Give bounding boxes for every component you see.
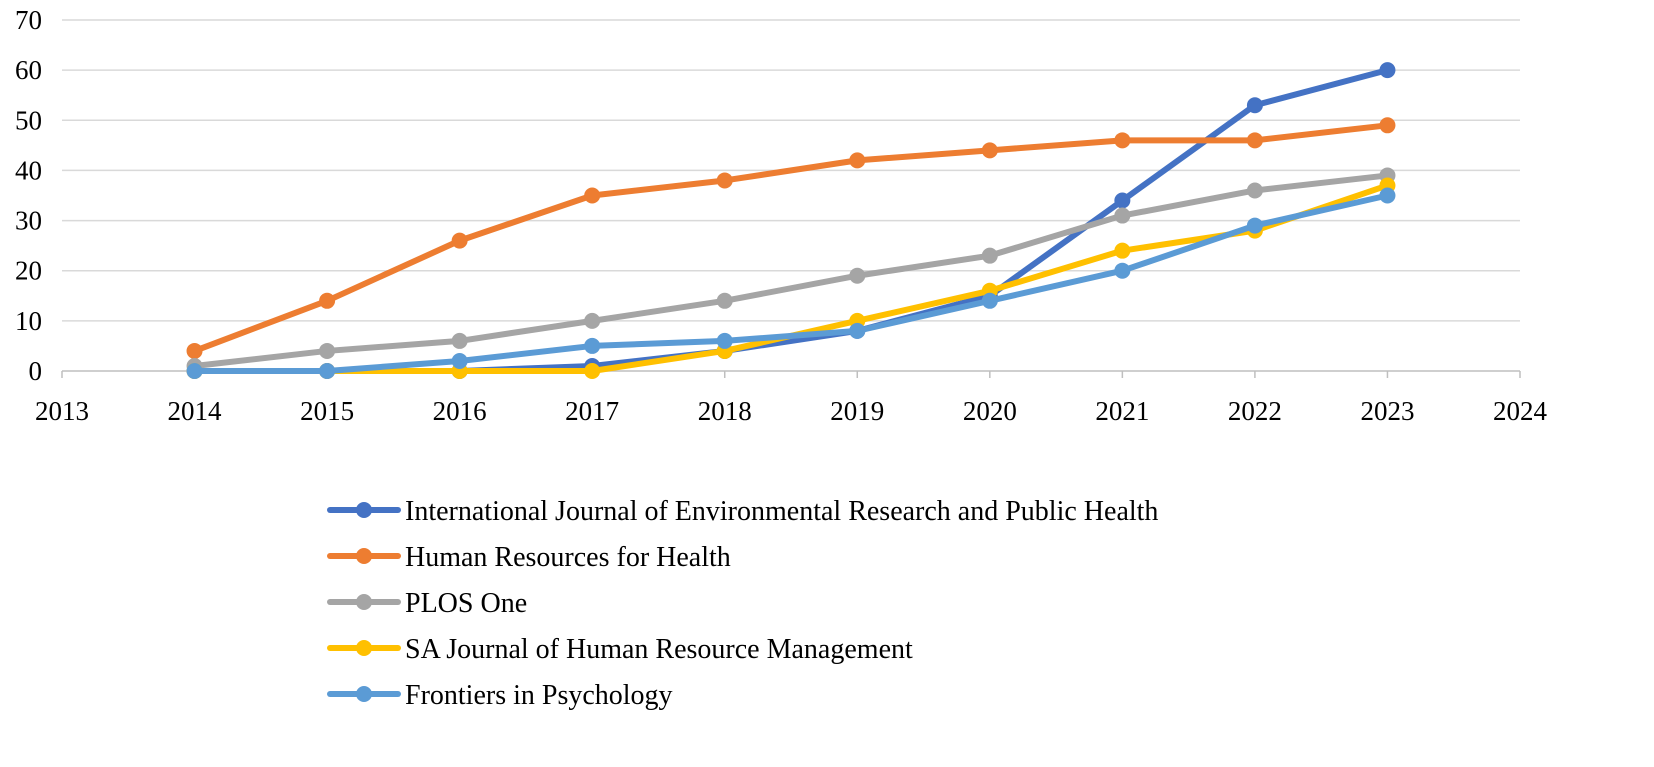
data-point [584, 312, 601, 329]
legend-label: Frontiers in Psychology [405, 680, 673, 711]
x-axis-ticks: 2013 2014 2015 2016 2017 2018 2019 2020 2021 2022… [35, 371, 1548, 426]
data-point [716, 292, 733, 309]
x-tick-label: 2018 [698, 396, 752, 426]
data-point [1379, 117, 1396, 134]
x-tick-label: 2021 [1095, 396, 1149, 426]
x-tick-label: 2022 [1228, 396, 1282, 426]
legend-marker [356, 502, 372, 518]
data-point [186, 342, 203, 359]
data-point [451, 332, 468, 349]
data-point [186, 363, 203, 379]
x-tick-label: 2020 [963, 396, 1017, 426]
data-point [1246, 217, 1263, 234]
data-point [1114, 242, 1131, 259]
legend-item: Human Resources for Health [327, 542, 731, 573]
data-point [319, 342, 336, 359]
x-tick-label: 2014 [168, 396, 223, 426]
x-tick-label: 2023 [1360, 396, 1414, 426]
data-point [981, 142, 998, 159]
legend-label: PLOS One [405, 588, 527, 619]
gridlines [62, 19, 1520, 372]
legend-item: PLOS One [327, 588, 527, 619]
legend-item: International Journal of Environmental R… [327, 496, 1158, 527]
plot-area [186, 62, 1396, 379]
x-tick-label: 2017 [565, 396, 619, 426]
data-point [451, 352, 468, 369]
data-point [1246, 97, 1263, 114]
legend-item: Frontiers in Psychology [327, 680, 673, 711]
data-point [1114, 132, 1131, 149]
data-point [849, 152, 866, 169]
data-point [584, 337, 601, 354]
x-tick-label: 2024 [1493, 396, 1548, 426]
series-line [191, 172, 1391, 369]
data-point [1379, 187, 1396, 204]
legend-marker [356, 640, 372, 656]
data-point [849, 322, 866, 339]
y-tick-label: 20 [15, 256, 42, 286]
data-point [584, 187, 601, 204]
legend-marker [356, 594, 372, 610]
data-point [1246, 132, 1263, 149]
y-tick-label: 10 [15, 306, 42, 336]
data-point [1379, 62, 1396, 79]
x-tick-label: 2015 [300, 396, 354, 426]
data-point [1114, 262, 1131, 279]
legend-item: SA Journal of Human Resource Management [327, 634, 913, 665]
data-point [981, 247, 998, 264]
legend-marker [356, 548, 372, 564]
legend-label: Human Resources for Health [405, 542, 731, 573]
data-point [981, 292, 998, 309]
series-line [191, 122, 1391, 354]
y-tick-label: 30 [15, 206, 42, 236]
data-point [716, 172, 733, 189]
data-point [849, 267, 866, 284]
legend: International Journal of Environmental R… [327, 496, 1158, 711]
data-point [1114, 207, 1131, 224]
y-axis-ticks: 0 10 20 30 40 50 60 70 [15, 5, 42, 386]
data-point [451, 232, 468, 249]
series-5 [186, 187, 1396, 379]
data-point [319, 363, 336, 379]
data-point [584, 363, 601, 379]
legend-marker [356, 686, 372, 702]
y-tick-label: 70 [15, 5, 42, 35]
data-point [1114, 192, 1131, 209]
y-tick-label: 50 [15, 105, 42, 135]
data-point [1246, 182, 1263, 199]
x-tick-label: 2013 [35, 396, 89, 426]
series-line [191, 192, 1391, 374]
y-tick-label: 0 [29, 356, 43, 386]
y-tick-label: 40 [15, 155, 42, 185]
x-tick-label: 2019 [830, 396, 884, 426]
y-tick-label: 60 [15, 55, 42, 85]
legend-label: International Journal of Environmental R… [405, 496, 1158, 527]
legend-label: SA Journal of Human Resource Management [405, 634, 913, 665]
data-point [716, 332, 733, 349]
data-point [319, 292, 336, 309]
x-tick-label: 2016 [433, 396, 487, 426]
series-2 [186, 117, 1396, 359]
